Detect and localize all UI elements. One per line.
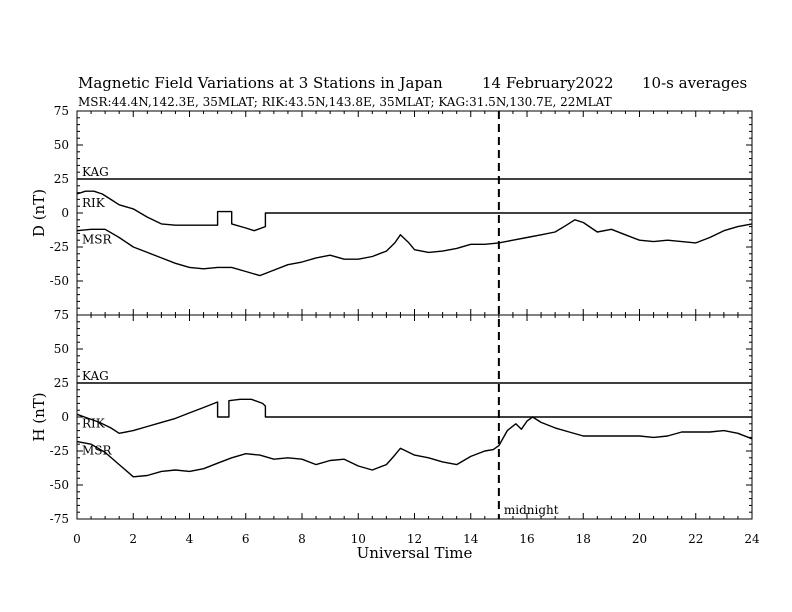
y-axis-title: D (nT) xyxy=(30,189,48,237)
y-tick-label: 50 xyxy=(54,342,69,356)
x-tick-label: 10 xyxy=(351,532,366,546)
x-tick-label: 12 xyxy=(407,532,422,546)
x-tick-label: 22 xyxy=(688,532,703,546)
x-axis-title: Universal Time xyxy=(357,544,473,562)
y-axis-title: H (nT) xyxy=(30,392,48,441)
x-tick-label: 2 xyxy=(129,532,137,546)
x-tick-label: 24 xyxy=(744,532,760,546)
y-tick-label: 0 xyxy=(61,410,69,424)
y-tick-label: -25 xyxy=(50,444,69,458)
y-tick-label: 75 xyxy=(54,104,69,118)
series-label-kag: KAG xyxy=(82,369,109,383)
chart-title: Magnetic Field Variations at 3 Stations … xyxy=(78,74,443,92)
midnight-label: midnight xyxy=(504,503,559,517)
y-tick-label: 50 xyxy=(54,138,69,152)
series-label-msr: MSR xyxy=(82,443,113,457)
panels-layer: 75 50 25 0 -25 -50 D (nT) KAG RIK MSR 75 50 25 0 -25 -5… xyxy=(30,104,753,526)
x-tick-label: 16 xyxy=(519,532,534,546)
stations-info: MSR:44.4N,142.3E, 35MLAT; RIK:43.5N,143.… xyxy=(78,95,612,109)
x-tick-label: 8 xyxy=(298,532,306,546)
x-tick-label: 4 xyxy=(186,532,194,546)
y-tick-label: -50 xyxy=(50,478,69,492)
y-tick-label: 25 xyxy=(54,376,69,390)
series-line-rik xyxy=(76,190,752,232)
series-label-msr: MSR xyxy=(82,233,113,247)
series-line-msr xyxy=(76,416,753,478)
panel-1: 75 50 25 0 -25 -50 D (nT) KAG RIK MSR xyxy=(30,104,753,316)
x-tick-label: 14 xyxy=(463,532,479,546)
chart-date: 14 February2022 xyxy=(482,74,614,92)
y-tick-label: -50 xyxy=(50,274,69,288)
y-tick-label: 0 xyxy=(61,206,69,220)
chart-averaging: 10-s averages xyxy=(642,74,747,92)
series-label-rik: RIK xyxy=(82,196,106,210)
x-tick-label: 6 xyxy=(242,532,250,546)
annotation-layer: midnight xyxy=(497,111,559,519)
y-tick-label: 25 xyxy=(54,172,69,186)
x-tick-label: 20 xyxy=(632,532,647,546)
series-line-msr xyxy=(76,219,753,277)
chart-header: Magnetic Field Variations at 3 Stations … xyxy=(78,74,747,109)
y-tick-label: -75 xyxy=(50,512,69,526)
series-label-kag: KAG xyxy=(82,165,109,179)
x-tick-label: 18 xyxy=(576,532,591,546)
y-tick-label: -25 xyxy=(50,240,69,254)
y-tick-label: 75 xyxy=(54,308,69,322)
panel-2: 75 50 25 0 -25 -50 -75 H (nT) KAG RIK MSR xyxy=(30,308,753,526)
series-line-rik xyxy=(76,398,752,434)
x-tick-label: 0 xyxy=(73,532,81,546)
series-label-rik: RIK xyxy=(82,416,106,430)
